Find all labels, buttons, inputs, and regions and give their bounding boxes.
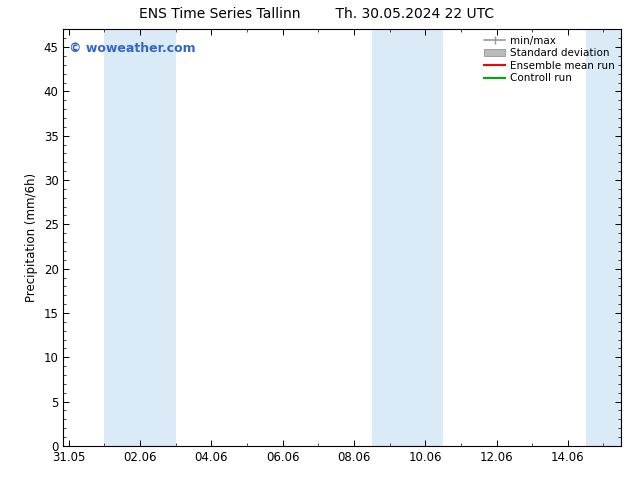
Bar (105, 29, 176, 446)
Text: ENS Time Series Tallinn        Th. 30.05.2024 22 UTC: ENS Time Series Tallinn Th. 30.05.2024 2… (139, 7, 495, 22)
Bar (372, 29, 443, 446)
Legend: min/max, Standard deviation, Ensemble mean run, Controll run: min/max, Standard deviation, Ensemble me… (480, 31, 619, 88)
Bar (586, 29, 625, 446)
Text: © woweather.com: © woweather.com (69, 42, 196, 55)
Y-axis label: Precipitation (mm/6h): Precipitation (mm/6h) (25, 173, 38, 302)
